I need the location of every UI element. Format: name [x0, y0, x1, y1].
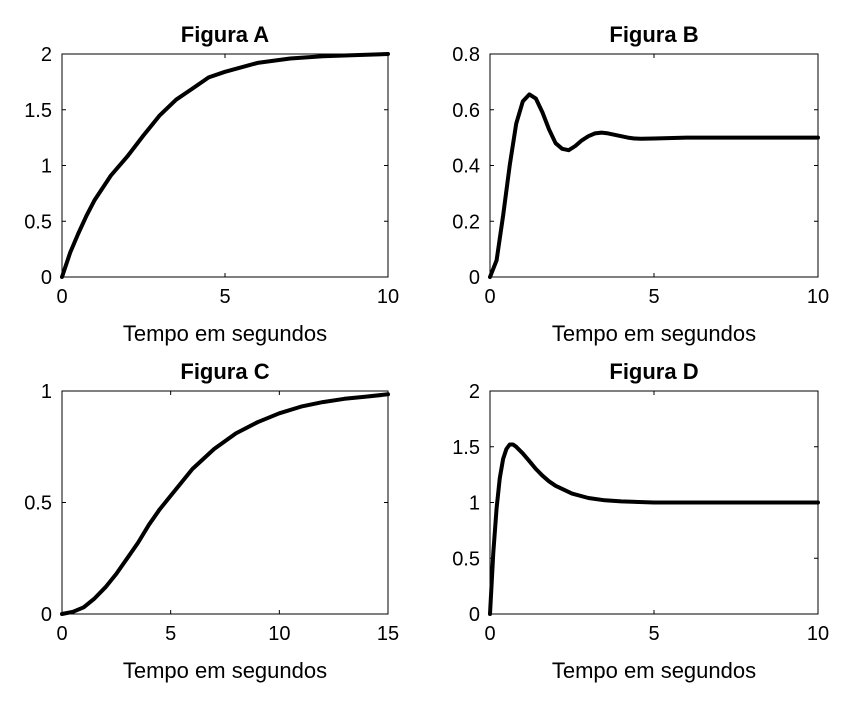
figura-d-ytick-label: 1.5 [452, 437, 480, 459]
figura-d-title: Figura D [609, 359, 698, 384]
figura-c-ytick-label: 0.5 [24, 493, 52, 515]
figura-c-series-line [60, 392, 390, 616]
figura-b-ytick-label: 0.8 [452, 44, 480, 66]
figura-d-series-line [488, 442, 820, 616]
figura-b-xtick-label: 5 [648, 286, 659, 308]
figura-d-ytick-label: 0 [469, 604, 480, 626]
figura-a-xtick-label: 5 [219, 286, 230, 308]
figura-d-xtick-label: 5 [648, 623, 659, 645]
figura-a-xlabel: Tempo em segundos [123, 321, 327, 346]
figura-b-series-line [488, 92, 820, 279]
figura-a-ytick-label: 0 [41, 267, 52, 289]
figura-a-series-line [60, 52, 390, 279]
figura-c-xtick-label: 5 [165, 623, 176, 645]
figura-a-ytick-label: 2 [41, 44, 52, 66]
figura-c-xtick-label: 0 [56, 623, 67, 645]
figura-b-ytick-label: 0.4 [452, 156, 480, 178]
figura-d-xtick-label: 10 [807, 623, 829, 645]
figura-b-xlabel: Tempo em segundos [552, 321, 756, 346]
figura-b-xtick-label: 10 [807, 286, 829, 308]
figura-b-xtick-label: 0 [484, 286, 495, 308]
figura-a-xtick-label: 0 [56, 286, 67, 308]
figura-d-ytick-label: 2 [469, 381, 480, 403]
figura-c-ytick-label: 1 [41, 381, 52, 403]
figura-d-xlabel: Tempo em segundos [552, 658, 756, 683]
figura-c-title: Figura C [180, 359, 269, 384]
figura-d-xtick-label: 0 [484, 623, 495, 645]
figura-b-panel: Figura B 0 5 10 0 0.2 0.4 0.6 0.8 Tempo em segund… [452, 22, 829, 346]
figura-c-xtick-label: 15 [377, 623, 399, 645]
figura-a-panel: Figura A 0 5 10 0 0.5 1 1.5 2 Tempo em segundos [24, 22, 399, 346]
figura-d-panel: Figura D 0 5 10 0 0.5 1 1.5 2 Tempo em segundos [452, 359, 829, 683]
figura-a-ytick-label: 0.5 [24, 211, 52, 233]
figura-d-ytick-label: 0.5 [452, 548, 480, 570]
figura-a-ytick-label: 1.5 [24, 100, 52, 122]
figura-b-ytick-label: 0.6 [452, 100, 480, 122]
figura-a-ytick-label: 1 [41, 156, 52, 178]
figura-b-axes-box [489, 53, 819, 278]
figura-c-panel: Figura C 0 5 10 15 0 0.5 1 Tempo em segundos [24, 359, 399, 683]
figura-b-ytick-label: 0.2 [452, 211, 480, 233]
figura-c-ytick-label: 0 [41, 604, 52, 626]
figura-b-ytick-label: 0 [469, 267, 480, 289]
figura-d-ytick-label: 1 [469, 493, 480, 515]
figura-a-xtick-label: 10 [377, 286, 399, 308]
figura-c-xtick-label: 10 [268, 623, 290, 645]
figura-a-title: Figura A [181, 22, 270, 47]
figura-a-axes-box [61, 53, 389, 278]
figura-c-xlabel: Tempo em segundos [123, 658, 327, 683]
figura-b-title: Figura B [609, 22, 698, 47]
